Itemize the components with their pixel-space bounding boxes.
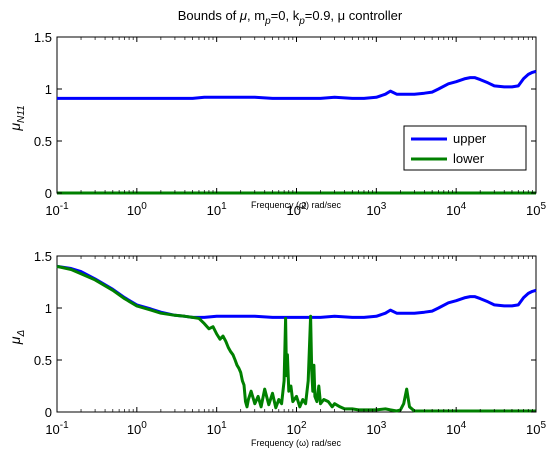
- top-series-upper: [57, 69, 537, 100]
- bottom-x-tick-label: 102: [286, 420, 306, 437]
- top-plot: 10-1 100 101 102 103 104 105 0 0.5 1 1.5 Frequency…: [7, 30, 546, 218]
- bottom-x-tick-label: 105: [526, 420, 546, 437]
- title-part-7: =0.9, μ controller: [305, 8, 403, 23]
- legend: upper lower: [403, 125, 527, 171]
- bottom-series-lower: [56, 264, 536, 413]
- bottom-y-tick-label: 1: [45, 301, 52, 316]
- chart-title: Bounds of μ, mp=0, kp=0.9, μ controller: [178, 8, 403, 27]
- title-part-5: =0, k: [271, 8, 300, 23]
- bottom-x-tick-label: 103: [366, 420, 386, 437]
- top-y-tick-label: 0.5: [34, 134, 52, 149]
- top-x-axis-label: Frequency (ω) rad/sec: [251, 200, 342, 210]
- bottom-y-tick-label: 0: [45, 405, 52, 420]
- title-part-3: , m: [247, 8, 265, 23]
- bottom-x-tick-label: 100: [127, 420, 147, 437]
- legend-label-lower: lower: [453, 151, 485, 166]
- top-x-tick-label: 101: [207, 201, 227, 218]
- top-y-tick-label: 0: [45, 186, 52, 201]
- top-y-axis-label: μN11: [7, 105, 27, 131]
- top-x-tick-label: 103: [366, 201, 386, 218]
- legend-label-upper: upper: [453, 131, 487, 146]
- legend-box: [403, 125, 527, 171]
- top-x-tick-label: 104: [446, 201, 466, 218]
- bottom-y-label-main: μ: [7, 336, 23, 345]
- bottom-plot: 10-1 100 101 102 103 104 105 0 0.5 1 1.5 Frequency…: [7, 249, 546, 448]
- bottom-plot-series: [56, 264, 537, 413]
- top-x-tick-label: 102: [286, 201, 306, 218]
- bottom-y-axis-label: μΔ: [7, 330, 27, 346]
- bottom-y-label-sub: Δ: [16, 330, 27, 338]
- top-y-label-sub: N11: [16, 105, 27, 123]
- bottom-x-tick-label: 104: [446, 420, 466, 437]
- bottom-x-axis-label: Frequency (ω) rad/sec: [251, 438, 342, 448]
- bottom-x-tick-label: 10-1: [45, 420, 69, 437]
- top-x-tick-label: 105: [526, 201, 546, 218]
- bottom-y-tick-label: 0.5: [34, 353, 52, 368]
- top-y-tick-label: 1.5: [34, 30, 52, 45]
- top-y-tick-label: 1: [45, 82, 52, 97]
- top-x-tick-label: 100: [127, 201, 147, 218]
- title-part-4: p: [264, 16, 271, 27]
- title-part-1: Bounds of: [178, 8, 240, 23]
- top-y-label-main: μ: [7, 123, 23, 132]
- bottom-x-tick-label: 101: [207, 420, 227, 437]
- bottom-y-tick-label: 1.5: [34, 249, 52, 264]
- title-part-6: p: [298, 16, 305, 27]
- top-plot-axes: 10-1 100 101 102 103 104 105 0 0.5 1 1.5: [34, 30, 547, 218]
- title-part-2: μ: [239, 8, 247, 23]
- top-x-tick-label: 10-1: [45, 201, 69, 218]
- bottom-plot-axes: 10-1 100 101 102 103 104 105 0 0.5 1 1.5: [34, 249, 547, 437]
